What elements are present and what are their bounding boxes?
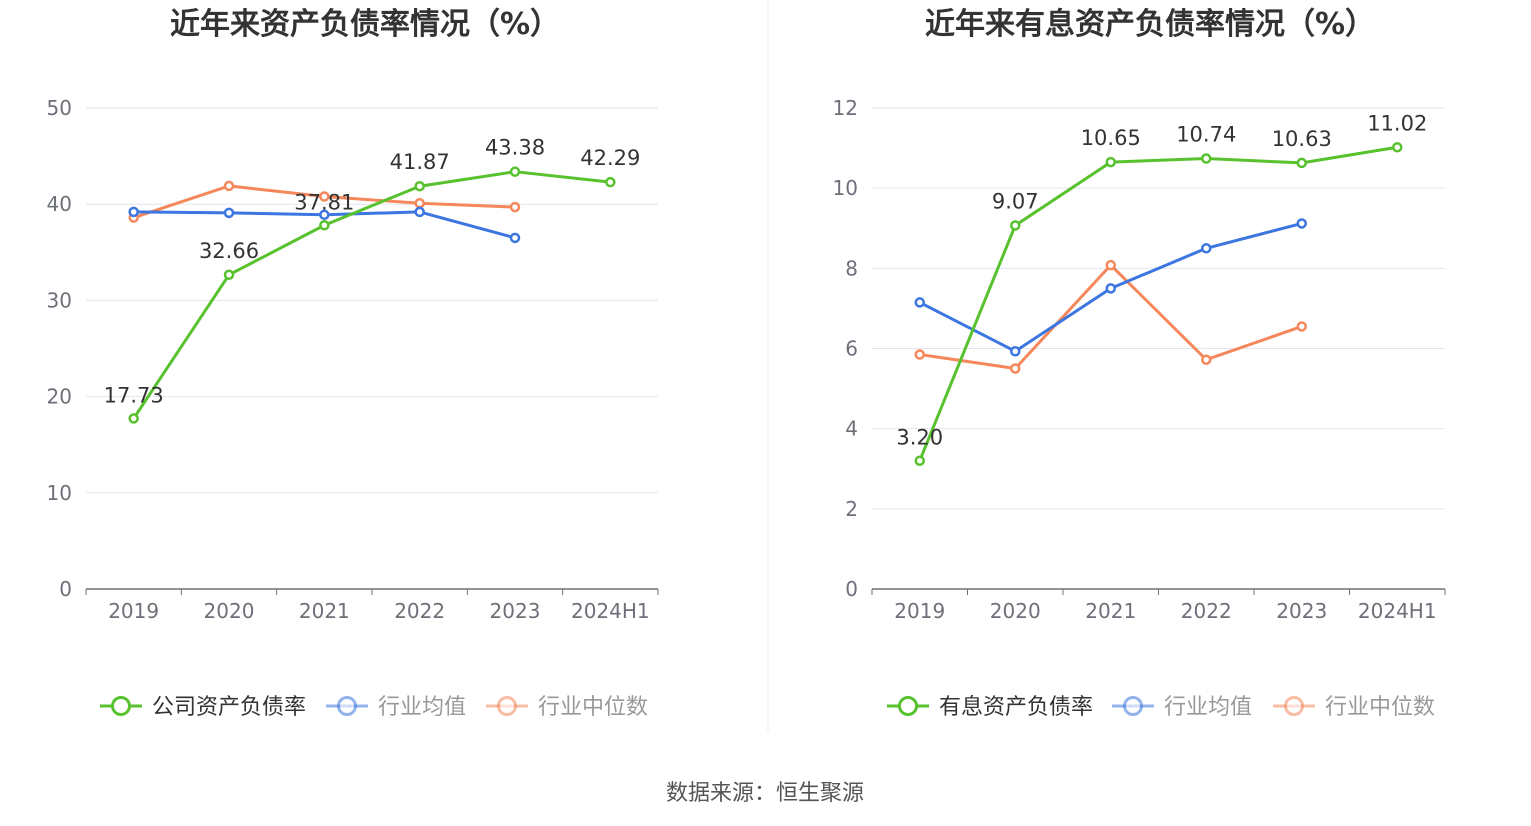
legend-marker — [1284, 696, 1304, 716]
legend-label: 行业中位数 — [538, 695, 648, 720]
y-tick-label: 4 — [845, 417, 858, 441]
data-point — [1296, 157, 1307, 169]
legend-marker — [898, 696, 918, 716]
data-label: 43.38 — [485, 136, 545, 160]
data-point — [1010, 346, 1021, 357]
y-tick-label: 12 — [833, 96, 858, 120]
data-point — [414, 180, 425, 192]
data-point — [509, 232, 521, 244]
data-point — [1201, 354, 1212, 365]
y-tick-label: 40 — [47, 192, 72, 216]
data-point — [1010, 363, 1021, 374]
legend-marker — [337, 696, 357, 716]
data-label: 11.02 — [1367, 111, 1427, 135]
legend-marker — [1123, 696, 1143, 716]
data-point — [1296, 321, 1307, 332]
data-label: 32.66 — [199, 239, 259, 263]
data-point — [914, 455, 925, 466]
data-point — [319, 191, 330, 202]
legend-label: 行业均值 — [378, 695, 466, 720]
y-tick-label: 2 — [845, 497, 858, 521]
x-tick-label: 2019 — [894, 599, 945, 623]
data-point — [128, 206, 139, 218]
data-point — [605, 176, 616, 188]
data-point — [1296, 218, 1307, 229]
x-tick-label: 2023 — [1276, 599, 1327, 623]
x-tick-label: 2023 — [490, 599, 541, 623]
data-label: 17.73 — [104, 383, 164, 407]
data-point — [128, 413, 139, 424]
data-label: 10.65 — [1081, 126, 1141, 150]
y-tick-label: 8 — [845, 256, 858, 280]
data-point — [319, 209, 330, 221]
data-point — [1201, 243, 1212, 254]
data-label: 42.29 — [580, 146, 640, 170]
x-tick-label: 2022 — [394, 599, 445, 623]
chart-title: 近年来资产负债率情况（%） — [170, 7, 560, 42]
y-tick-label: 0 — [845, 577, 858, 601]
series-line — [132, 170, 611, 420]
data-point — [1105, 283, 1116, 294]
series-line — [918, 145, 1398, 462]
y-tick-label: 50 — [47, 96, 72, 120]
y-tick-label: 10 — [833, 176, 858, 200]
data-point — [414, 197, 425, 209]
data-point — [319, 220, 330, 231]
legend-label: 行业均值 — [1164, 695, 1252, 720]
x-tick-label: 2024H1 — [1358, 599, 1437, 623]
x-tick-label: 2022 — [1181, 599, 1232, 623]
legend-marker — [111, 696, 131, 716]
data-point — [223, 207, 235, 219]
data-point — [1392, 142, 1403, 153]
data-point — [914, 297, 925, 308]
data-point — [1201, 153, 1212, 164]
data-label: 3.20 — [896, 426, 943, 450]
y-tick-label: 6 — [845, 337, 858, 361]
data-label: 9.07 — [992, 189, 1039, 213]
source-label: 数据来源：恒生聚源 — [666, 781, 864, 806]
data-label: 10.74 — [1176, 123, 1236, 147]
y-tick-label: 20 — [47, 385, 72, 409]
data-point — [414, 206, 425, 218]
data-point — [223, 180, 235, 192]
data-label: 41.87 — [390, 150, 450, 174]
y-tick-label: 30 — [47, 288, 72, 312]
data-label: 37.81 — [294, 190, 354, 214]
data-point — [223, 269, 235, 281]
data-point — [1105, 156, 1116, 168]
x-tick-label: 2024H1 — [571, 599, 650, 623]
y-tick-label: 0 — [59, 577, 72, 601]
data-point — [1105, 259, 1116, 271]
y-tick-label: 10 — [47, 481, 72, 505]
legend-label: 公司资产负债率 — [152, 695, 306, 720]
legend-label: 行业中位数 — [1325, 695, 1435, 720]
x-tick-label: 2021 — [1085, 599, 1136, 623]
legend-marker — [497, 696, 517, 716]
interest-bearing-liability-ratio-chart: 近年来有息资产负债率情况（%） 0 2 4 6 8 10 12 2019 2020 2021 2022… — [833, 7, 1446, 720]
asset-liability-ratio-chart: 近年来资产负债率情况（%） 0 10 20 30 40 50 2019 2020 2021 2022… — [47, 7, 659, 720]
legend-label: 有息资产负债率 — [939, 695, 1093, 720]
x-tick-label: 2019 — [108, 599, 159, 623]
x-tick-label: 2020 — [990, 599, 1041, 623]
data-point — [1010, 220, 1021, 231]
x-tick-label: 2021 — [299, 599, 350, 623]
data-point — [914, 349, 925, 360]
data-point — [509, 201, 521, 213]
data-label: 10.63 — [1272, 127, 1332, 151]
chart-title: 近年来有息资产负债率情况（%） — [925, 7, 1375, 42]
data-point — [509, 166, 521, 177]
x-tick-label: 2020 — [204, 599, 255, 623]
